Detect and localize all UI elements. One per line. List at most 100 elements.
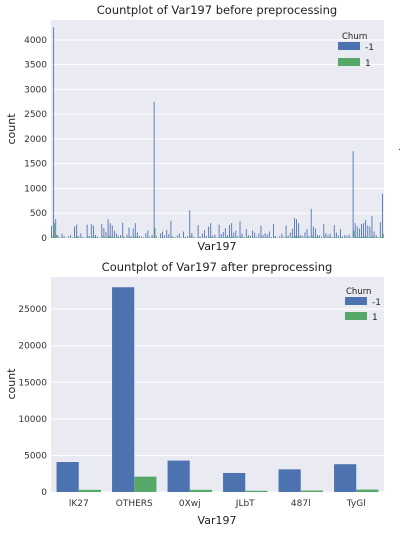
bar-neg1	[289, 232, 291, 238]
bar-neg1	[153, 101, 155, 238]
y-tick-label: 20000	[18, 342, 47, 352]
bar-1	[112, 237, 114, 238]
bar-neg1	[268, 231, 270, 238]
bar-neg1	[141, 236, 143, 238]
bar-1	[294, 236, 296, 238]
bar-1	[211, 236, 213, 238]
bar-neg1	[254, 232, 256, 238]
y-tick-label: 500	[30, 209, 47, 219]
bar-neg1	[147, 230, 149, 238]
bar-1	[110, 236, 112, 238]
bar-1	[240, 236, 242, 238]
bar-neg1	[241, 233, 243, 238]
bottom-x-axis-label: Var197	[198, 514, 237, 527]
bar-neg1	[167, 460, 190, 492]
bar-neg1	[229, 225, 230, 238]
bar-neg1	[206, 236, 207, 238]
bar-neg1	[365, 220, 367, 238]
bar-neg1	[381, 193, 383, 238]
bar-neg1	[308, 236, 310, 238]
bar-1	[209, 237, 210, 238]
bar-neg1	[222, 232, 224, 238]
bar-neg1	[223, 472, 246, 492]
bar-neg1	[63, 236, 65, 238]
bar-1	[134, 476, 157, 492]
x-tick-label: lK27	[69, 499, 89, 509]
bar-neg1	[168, 234, 170, 238]
top-y-ticks: 0 500 1000 1500 2000 2500 3000 3500 4000	[24, 36, 47, 244]
bar-neg1	[233, 232, 235, 238]
bar-neg1	[371, 216, 373, 238]
bar-neg1	[369, 226, 371, 238]
bar-neg1	[327, 235, 329, 238]
bar-neg1	[319, 235, 321, 238]
bar-neg1	[118, 236, 119, 238]
bar-1	[77, 236, 78, 238]
bar-neg1	[174, 237, 176, 238]
bar-neg1	[358, 228, 360, 238]
bar-neg1	[59, 237, 61, 238]
bar-neg1	[166, 230, 168, 238]
bar-neg1	[247, 235, 249, 238]
bar-neg1	[346, 236, 348, 238]
bar-1	[313, 237, 315, 238]
bar-neg1	[86, 224, 88, 238]
top-legend-title: Churn	[342, 32, 367, 42]
bar-neg1	[88, 236, 90, 238]
bar-1	[54, 223, 55, 238]
bar-neg1	[136, 232, 138, 238]
top-legend-label-1: 1	[365, 59, 371, 69]
bar-neg1	[183, 231, 184, 238]
bar-1	[361, 237, 363, 238]
bar-neg1	[227, 235, 228, 238]
bar-neg1	[92, 225, 94, 238]
bar-neg1	[302, 236, 304, 238]
bar-1	[357, 237, 359, 238]
bar-1	[297, 236, 298, 238]
bar-1	[198, 237, 200, 238]
bar-neg1	[231, 223, 233, 238]
bar-1	[129, 237, 131, 238]
bar-neg1	[101, 224, 103, 238]
bar-neg1	[82, 237, 84, 238]
bar-neg1	[300, 235, 302, 238]
bottom-gridlines	[51, 308, 384, 493]
bar-1	[154, 228, 156, 238]
bar-neg1	[270, 237, 272, 238]
stray-mark: .	[398, 143, 401, 153]
bar-neg1	[375, 235, 377, 238]
y-tick-label: 4000	[24, 36, 47, 46]
bar-neg1	[128, 227, 130, 238]
x-tick-label: TyGl	[346, 499, 366, 509]
bar-neg1	[201, 233, 203, 238]
bar-1	[104, 237, 106, 238]
bar-neg1	[191, 233, 193, 238]
bar-neg1	[260, 225, 262, 238]
bar-neg1	[283, 236, 285, 238]
bar-neg1	[103, 228, 105, 238]
bar-neg1	[321, 236, 323, 238]
bar-1	[133, 237, 135, 238]
bar-neg1	[258, 233, 260, 238]
bar-neg1	[356, 226, 358, 238]
bar-neg1	[298, 223, 300, 238]
bar-neg1	[112, 287, 135, 492]
top-legend-swatch-1	[338, 58, 360, 66]
y-tick-label: 25000	[18, 305, 47, 315]
bar-1	[229, 237, 231, 238]
bar-neg1	[273, 224, 274, 238]
y-tick-label: 3500	[24, 61, 47, 71]
bar-neg1	[285, 225, 287, 238]
bar-neg1	[317, 235, 318, 238]
bar-1	[135, 236, 137, 238]
bar-neg1	[145, 233, 147, 238]
bar-1	[356, 489, 379, 492]
y-tick-label: 1500	[24, 160, 47, 170]
bar-1	[355, 236, 357, 238]
bar-neg1	[76, 224, 78, 238]
y-tick-label: 2000	[24, 135, 47, 145]
bar-neg1	[252, 230, 254, 238]
bar-neg1	[80, 233, 82, 238]
bar-1	[75, 237, 76, 238]
bar-neg1	[107, 219, 109, 238]
